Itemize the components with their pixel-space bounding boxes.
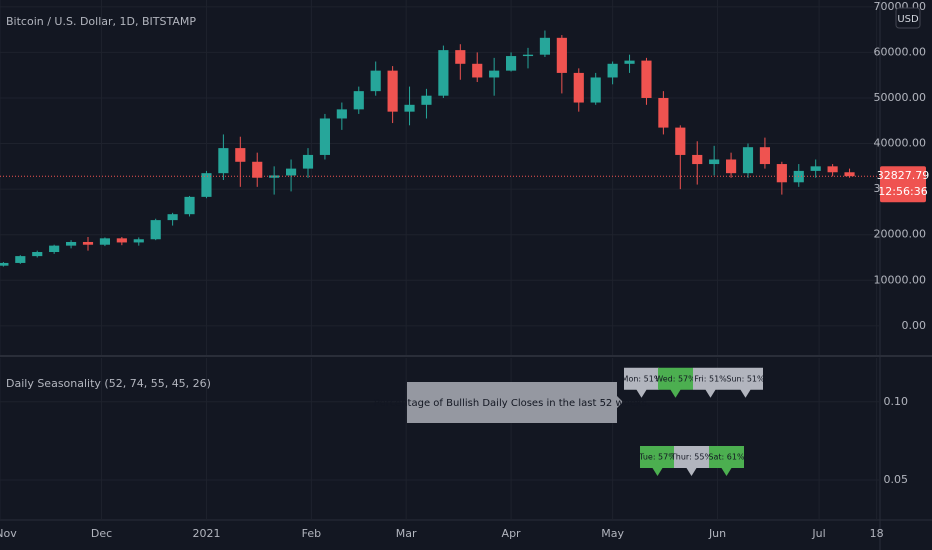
label-text: Fri: 51% <box>694 374 727 383</box>
label-box <box>658 367 693 398</box>
candle-body <box>776 164 787 183</box>
tooltip-box <box>407 382 623 423</box>
candle-body <box>184 196 195 215</box>
x-tick-label: 2021 <box>192 527 220 540</box>
label-box <box>709 445 744 476</box>
x-tick-label: Jul <box>811 527 825 540</box>
candle-body <box>726 159 737 174</box>
label-text: Sat: 61% <box>708 452 745 461</box>
candle-body <box>607 63 618 78</box>
candle-body <box>641 60 652 98</box>
candle-body <box>15 256 26 263</box>
candle-body <box>692 154 703 165</box>
candle-body <box>201 173 212 197</box>
label-text: Wed: 57% <box>655 374 696 383</box>
y-tick-label: 20000.00 <box>874 228 927 241</box>
y-tick-label: 10000.00 <box>874 273 927 286</box>
candle-body <box>827 166 838 173</box>
candle-body <box>658 97 669 128</box>
candle-body <box>455 50 466 64</box>
x-tick-label: Mar <box>396 527 417 540</box>
candle-body <box>167 214 178 221</box>
candle-body <box>759 147 770 165</box>
label-box <box>640 445 675 476</box>
candle-body <box>709 159 720 165</box>
candle-body <box>353 91 364 110</box>
label-text: Sun: 51% <box>726 374 765 383</box>
currency-button <box>895 7 921 29</box>
candle-body <box>573 72 584 103</box>
label-text: Mon: 51% <box>622 374 662 383</box>
candle-body <box>742 147 754 174</box>
candle-body <box>522 54 534 57</box>
candle-body <box>489 70 500 78</box>
y-tick-label: 0.00 <box>902 319 927 332</box>
candle-body <box>844 172 855 177</box>
candle-body <box>133 239 144 243</box>
candle-body <box>49 245 60 253</box>
indicator-title: Daily Seasonality (52, 74, 55, 45, 26) <box>6 377 211 390</box>
candle-body <box>472 63 483 78</box>
candle-body <box>421 95 432 105</box>
tooltip-text: Percentage of Bullish Daily Closes in th… <box>374 398 650 409</box>
candle-body <box>66 241 77 246</box>
label-text: Tue: 57% <box>638 452 676 461</box>
candle-body <box>404 104 415 112</box>
y-tick-label: 60000.00 <box>874 45 927 58</box>
candle-body <box>438 50 449 96</box>
candle-body <box>235 148 246 162</box>
candle-body <box>302 154 314 169</box>
candle-body <box>116 238 127 243</box>
y-tick-label: 40000.00 <box>874 137 927 150</box>
candle-body <box>319 118 330 155</box>
candle-body <box>218 148 229 174</box>
candle-body <box>82 241 94 245</box>
candle-body <box>32 252 43 257</box>
candle-body <box>150 220 161 240</box>
last-price-box <box>880 166 926 203</box>
label-box <box>693 367 728 398</box>
y-tick-label: 0.10 <box>884 395 909 408</box>
label-box <box>624 367 659 398</box>
candle-body <box>387 70 398 112</box>
candle-body <box>269 175 280 178</box>
candle-body <box>336 109 347 119</box>
label-box <box>728 367 763 398</box>
x-tick-label: Feb <box>302 527 321 540</box>
label-text: Thur: 55% <box>670 452 713 461</box>
currency-label: USD <box>897 14 919 25</box>
candle-body <box>810 166 821 171</box>
candle-body <box>506 56 517 71</box>
candle-body <box>624 60 635 64</box>
candle-body <box>0 262 9 266</box>
candle-body <box>539 37 550 55</box>
grid <box>0 0 880 520</box>
y-tick-label: 50000.00 <box>874 91 927 104</box>
x-tick-label: Nov <box>0 527 17 540</box>
candle-body <box>556 37 567 73</box>
candle-body <box>252 161 263 178</box>
x-tick-label: Apr <box>502 527 522 540</box>
candle-body <box>99 238 110 245</box>
x-tick-label: 18 <box>870 527 884 540</box>
y-tick-label: 0.05 <box>884 473 909 486</box>
candle-body <box>675 127 686 155</box>
countdown-label: 12:56:36 <box>878 185 927 198</box>
candle-body <box>286 168 297 176</box>
x-tick-label: Dec <box>91 527 112 540</box>
label-box <box>674 445 709 476</box>
x-tick-label: May <box>601 527 624 540</box>
x-tick-label: Jun <box>708 527 726 540</box>
candle-body <box>590 77 601 103</box>
candle-body <box>370 70 381 92</box>
last-price-label: 32827.79 <box>877 169 930 182</box>
